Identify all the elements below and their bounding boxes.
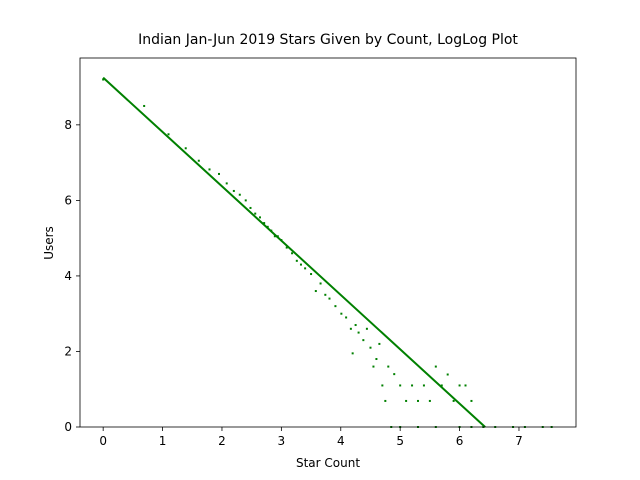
- point: [384, 399, 387, 402]
- point: [362, 339, 365, 342]
- point: [378, 342, 381, 345]
- point: [470, 399, 473, 402]
- point: [458, 384, 461, 387]
- point: [258, 216, 261, 219]
- point: [295, 259, 298, 262]
- point: [440, 384, 443, 387]
- point: [197, 159, 200, 162]
- x-axis-label: Star Count: [296, 456, 360, 470]
- point: [167, 133, 170, 136]
- point: [328, 297, 331, 300]
- axes-frame: [79, 57, 577, 428]
- point: [369, 346, 372, 349]
- y-tick-label: 6: [64, 193, 72, 207]
- x-tick-label: 7: [515, 434, 523, 448]
- point: [381, 384, 384, 387]
- point: [349, 327, 352, 330]
- point: [354, 324, 357, 327]
- point: [217, 172, 220, 175]
- point: [291, 252, 294, 255]
- point: [464, 384, 467, 387]
- point: [416, 399, 419, 402]
- point: [254, 212, 257, 215]
- point: [225, 182, 228, 185]
- point: [434, 365, 437, 368]
- point: [357, 331, 360, 334]
- x-tick-label: 2: [218, 434, 226, 448]
- x-tick-label: 3: [278, 434, 286, 448]
- point: [299, 263, 302, 266]
- point: [340, 312, 343, 315]
- point: [452, 399, 455, 402]
- point: [365, 327, 368, 330]
- point: [345, 316, 348, 319]
- point: [273, 235, 276, 238]
- point: [399, 384, 402, 387]
- chart-title: Indian Jan-Jun 2019 Stars Given by Count…: [138, 32, 518, 48]
- point: [304, 267, 307, 270]
- point: [249, 206, 252, 209]
- y-tick-label: 8: [64, 118, 72, 132]
- point: [310, 273, 313, 276]
- point: [143, 104, 146, 107]
- point: [263, 222, 266, 225]
- point: [102, 78, 105, 81]
- point: [324, 293, 327, 296]
- y-tick-label: 0: [64, 420, 72, 434]
- point: [372, 365, 375, 368]
- plot-area: [102, 76, 553, 428]
- point: [446, 373, 449, 376]
- point: [232, 189, 235, 192]
- point: [208, 168, 211, 171]
- point: [285, 246, 288, 249]
- point: [393, 373, 396, 376]
- point: [375, 358, 378, 361]
- point: [411, 384, 414, 387]
- point: [351, 352, 354, 355]
- x-tick-label: 4: [337, 434, 345, 448]
- point: [334, 305, 337, 308]
- point: [238, 193, 241, 196]
- point: [428, 399, 431, 402]
- x-tick-label: 1: [159, 434, 167, 448]
- point: [244, 199, 247, 202]
- x-tick-label: 0: [99, 434, 107, 448]
- point: [319, 282, 322, 285]
- point: [387, 365, 390, 368]
- point: [405, 399, 408, 402]
- x-tick-label: 6: [456, 434, 464, 448]
- fit-line: [102, 76, 486, 428]
- y-axis-label: Users: [42, 226, 56, 260]
- point: [422, 384, 425, 387]
- point: [184, 147, 187, 150]
- y-tick-label: 2: [64, 344, 72, 358]
- y-tick-label: 4: [64, 269, 72, 283]
- point: [314, 290, 317, 293]
- x-tick-label: 5: [396, 434, 404, 448]
